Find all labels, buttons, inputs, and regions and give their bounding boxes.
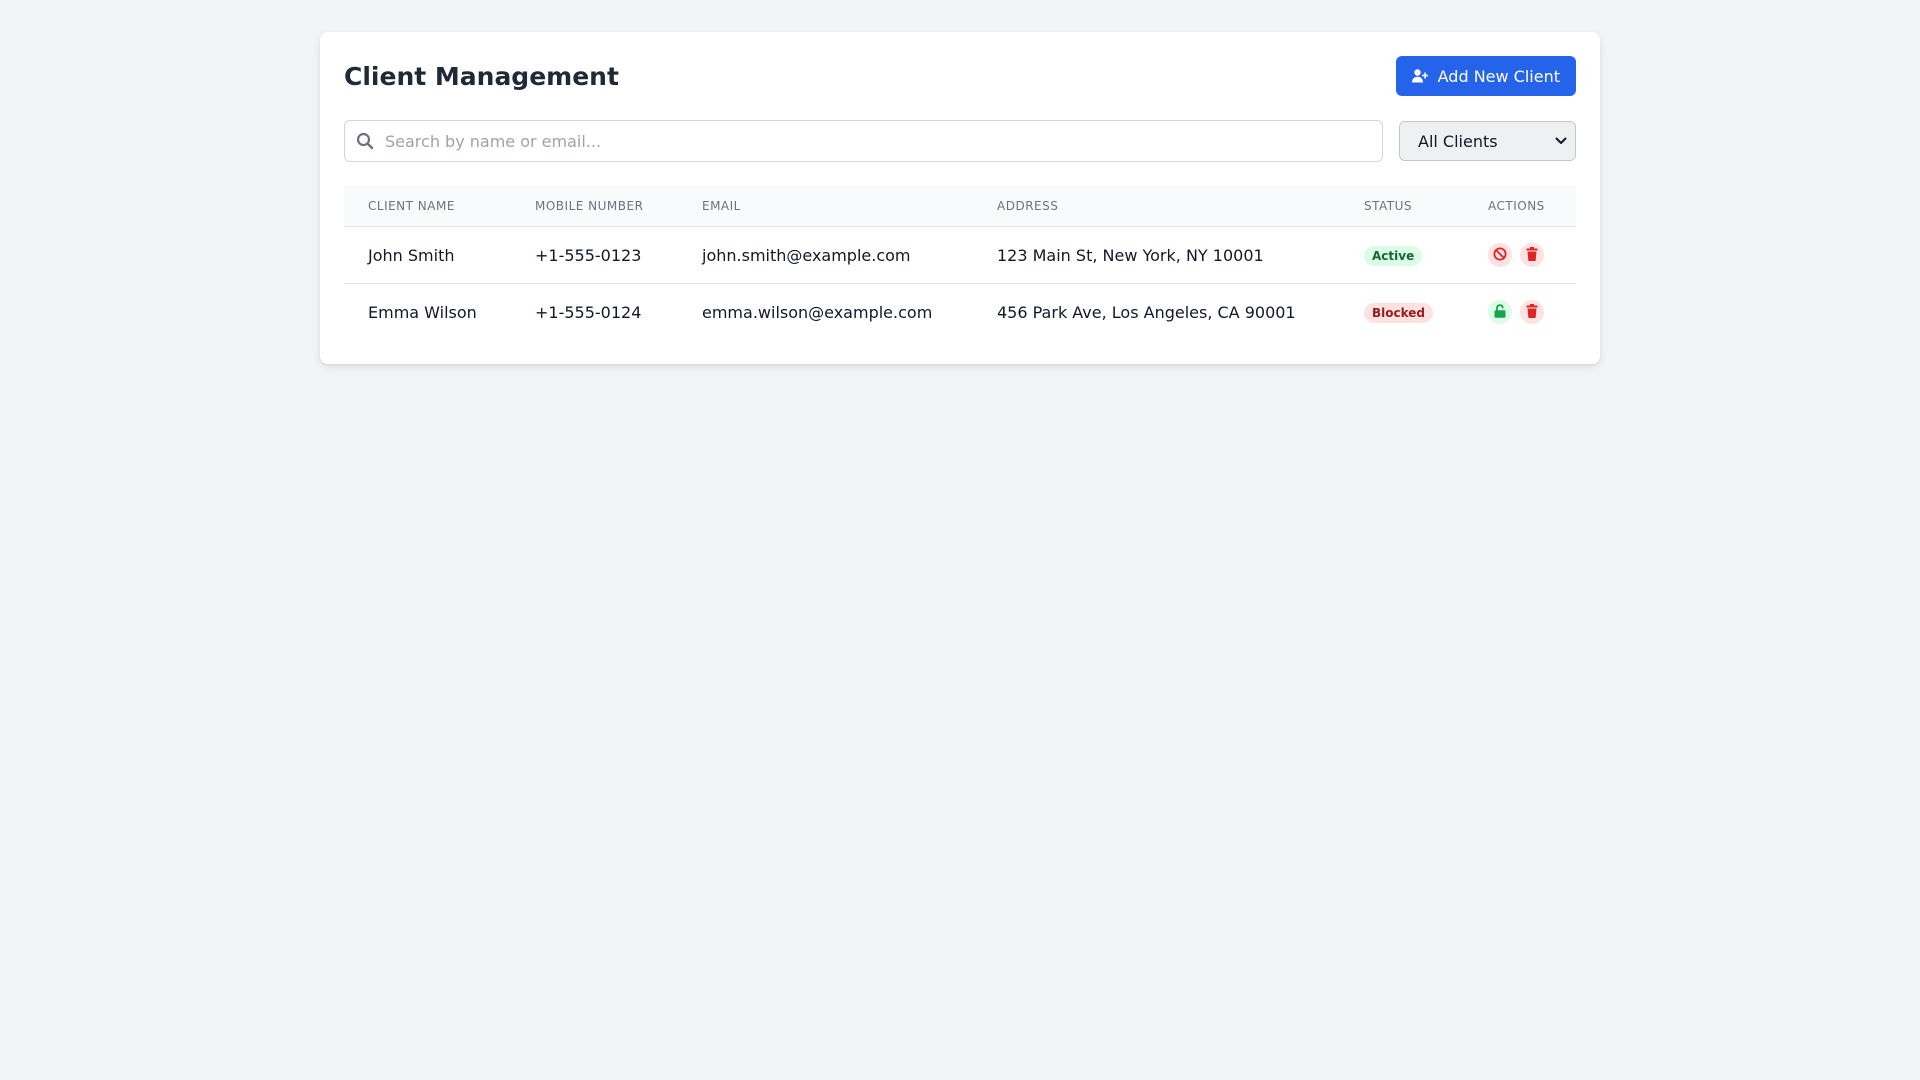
column-header-status: STATUS <box>1340 186 1464 227</box>
status-badge: Active <box>1364 245 1423 266</box>
table-row: John Smith +1-555-0123 john.smith@exampl… <box>344 226 1576 284</box>
status-badge: Blocked <box>1364 302 1434 323</box>
column-header-address: ADDRESS <box>973 186 1340 227</box>
delete-client-button[interactable] <box>1520 300 1544 324</box>
unlock-icon <box>1494 303 1506 322</box>
search-input[interactable] <box>344 120 1383 162</box>
add-new-client-button[interactable]: Add New Client <box>1395 56 1576 96</box>
table-header-row: CLIENT NAME MOBILE NUMBER EMAIL ADDRESS … <box>344 186 1576 227</box>
column-header-email: EMAIL <box>678 186 973 227</box>
search-icon <box>356 132 374 150</box>
clients-table: CLIENT NAME MOBILE NUMBER EMAIL ADDRESS … <box>344 186 1576 340</box>
unblock-client-button[interactable] <box>1488 300 1512 324</box>
search-wrap <box>344 120 1383 162</box>
client-filter-selected: All Clients <box>1418 131 1498 151</box>
card-header: Client Management Add New Client <box>344 56 1576 96</box>
chevron-down-icon <box>1555 137 1567 145</box>
client-name-cell: John Smith <box>344 226 511 284</box>
trash-icon <box>1526 303 1538 322</box>
block-client-button[interactable] <box>1488 243 1512 267</box>
user-plus-icon <box>1411 69 1428 83</box>
toolbar: All Clients <box>344 120 1576 162</box>
email-cell: emma.wilson@example.com <box>702 302 933 322</box>
client-filter-select[interactable]: All Clients <box>1399 121 1576 161</box>
actions-cell <box>1464 226 1576 284</box>
client-name-cell: Emma Wilson <box>368 302 477 322</box>
mobile-number-cell: +1-555-0123 <box>511 226 678 284</box>
page-title: Client Management <box>344 61 619 91</box>
column-header-actions: ACTIONS <box>1464 186 1576 227</box>
add-new-client-label: Add New Client <box>1437 66 1560 86</box>
column-header-client-name: CLIENT NAME <box>344 186 511 227</box>
delete-client-button[interactable] <box>1520 243 1544 267</box>
column-header-mobile-number: MOBILE NUMBER <box>511 186 678 227</box>
actions-cell <box>1464 284 1576 341</box>
table-row: Emma Wilson +1-555-0124 emma.wilson@exam… <box>344 284 1576 341</box>
status-cell: Blocked <box>1340 284 1464 341</box>
email-cell: john.smith@example.com <box>678 226 973 284</box>
block-icon <box>1493 246 1507 265</box>
address-cell: 456 Park Ave, Los Angeles, CA 90001 <box>997 302 1296 322</box>
status-cell: Active <box>1340 226 1464 284</box>
mobile-number-cell: +1-555-0124 <box>535 302 642 322</box>
address-cell: 123 Main St, New York, NY 10001 <box>973 226 1340 284</box>
client-management-card: Client Management Add New Client <box>320 32 1600 364</box>
trash-icon <box>1526 246 1538 265</box>
